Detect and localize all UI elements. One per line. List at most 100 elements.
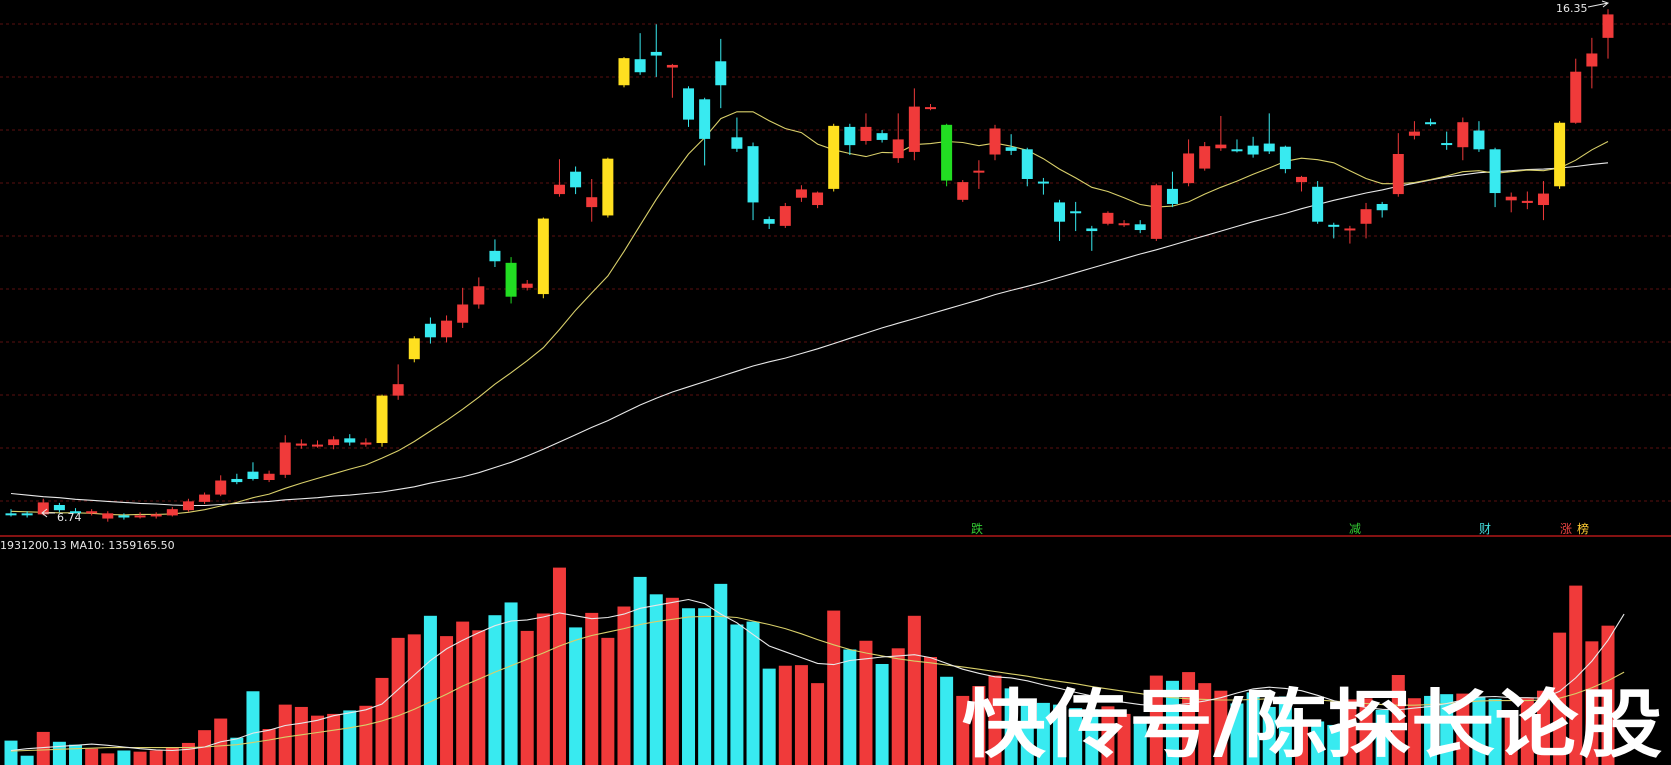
- candle-body: [844, 126, 856, 146]
- candle-body: [441, 320, 453, 338]
- volume-bar: [1585, 641, 1599, 765]
- event-flag-3: 财: [1479, 522, 1491, 536]
- candle-body: [134, 515, 146, 518]
- volume-bar: [246, 691, 260, 765]
- volume-bar: [1343, 699, 1357, 765]
- candle-body: [376, 395, 388, 444]
- candle-body: [1054, 202, 1066, 222]
- volume-bar: [440, 636, 454, 765]
- candle-body: [21, 513, 33, 516]
- candle-body: [1344, 228, 1356, 231]
- volume-bar: [585, 612, 599, 765]
- candle-body: [779, 206, 791, 226]
- candle-body: [553, 184, 565, 195]
- candle-body: [1263, 143, 1275, 152]
- candle-body: [279, 442, 291, 475]
- volume-bar: [1504, 712, 1518, 765]
- candle-body: [973, 170, 985, 173]
- volume-bar: [327, 713, 341, 765]
- volume-bar: [1359, 698, 1373, 765]
- candle-body: [747, 146, 759, 203]
- candle-body: [618, 58, 630, 86]
- candle-body: [699, 99, 711, 139]
- candle-body: [586, 197, 598, 208]
- candle-body: [795, 189, 807, 198]
- volume-bar: [552, 567, 566, 765]
- volume-bar: [310, 715, 324, 765]
- candle-body: [1570, 71, 1582, 123]
- volume-bar: [682, 608, 696, 765]
- candle-body: [650, 51, 662, 56]
- candle-body: [199, 494, 211, 502]
- candle-body: [182, 501, 194, 511]
- candle-body: [505, 262, 517, 297]
- volume-bar: [1149, 675, 1163, 765]
- candle-body: [70, 511, 82, 514]
- volume-bar: [633, 576, 647, 765]
- volume-bar: [762, 668, 776, 765]
- candle-body: [876, 133, 888, 140]
- candle-body: [1602, 14, 1614, 38]
- candle-body: [263, 473, 275, 481]
- volume-bar: [746, 621, 760, 765]
- volume-bar: [1198, 683, 1212, 765]
- volume-bar: [520, 630, 534, 765]
- volume-bar: [649, 594, 663, 765]
- candle-body: [1505, 196, 1517, 201]
- candle-body: [53, 505, 65, 511]
- candle-body: [37, 502, 49, 515]
- candle-body: [1392, 153, 1404, 195]
- volume-bar: [714, 583, 728, 765]
- volume-bar: [198, 730, 212, 765]
- candle-body: [941, 124, 953, 181]
- volume-bar: [1036, 702, 1050, 765]
- volume-bar: [1101, 706, 1115, 765]
- candle-body: [1554, 122, 1566, 187]
- volume-bar: [20, 755, 34, 765]
- candle-body: [1537, 193, 1549, 206]
- volume-bar: [730, 624, 744, 765]
- ma-long-line: [10, 162, 1609, 507]
- event-flag-2: 减: [1349, 522, 1361, 536]
- candle-body: [1425, 122, 1437, 125]
- watermark: 快传号/陈探长论股: [962, 682, 1662, 765]
- candle-body: [731, 137, 743, 149]
- candle-body: [1521, 200, 1533, 203]
- volume-bar: [875, 663, 889, 765]
- volume-bar: [794, 665, 808, 765]
- volume-bar: [811, 683, 825, 765]
- candle-body: [634, 59, 646, 73]
- candle-body: [5, 513, 17, 516]
- candle-body: [1102, 212, 1114, 224]
- candle-body: [892, 139, 904, 159]
- volume-bar: [423, 615, 437, 765]
- candle-body: [1586, 53, 1598, 67]
- volume-bar: [1246, 692, 1260, 765]
- candle-body: [1312, 186, 1324, 222]
- candle-body: [1457, 122, 1469, 148]
- volume-bar: [1407, 698, 1421, 765]
- candle-body: [1231, 149, 1243, 152]
- candle-body: [1441, 143, 1453, 146]
- volume-bar: [165, 747, 179, 765]
- candle-body: [392, 384, 404, 396]
- volume-bar: [1327, 724, 1341, 765]
- candle-body: [1183, 153, 1195, 184]
- volume-bar: [262, 729, 276, 765]
- volume-bar: [181, 742, 195, 765]
- candle-body: [328, 439, 340, 446]
- volume-bar: [601, 637, 615, 765]
- candle-body: [215, 480, 227, 495]
- volume-bar: [343, 710, 357, 765]
- candle-body: [1021, 149, 1033, 179]
- volume-bar: [1182, 672, 1196, 765]
- candle-body: [957, 182, 969, 200]
- max-price-label: 16.35: [1556, 2, 1588, 15]
- volume-bar: [988, 675, 1002, 765]
- event-flags: 跌 减 财 涨榜: [971, 521, 1589, 536]
- volume-bar: [1004, 688, 1018, 765]
- volume-bar: [278, 704, 292, 765]
- volume-bar: [472, 630, 486, 765]
- candle-body: [828, 125, 840, 189]
- volume-bar: [133, 751, 147, 765]
